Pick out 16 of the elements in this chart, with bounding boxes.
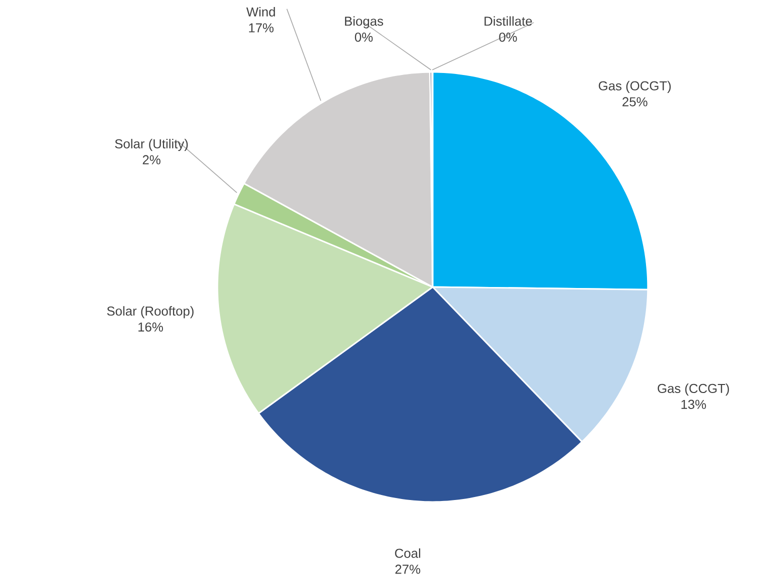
data-label: 25% xyxy=(622,97,648,106)
slice-label: Coal xyxy=(395,548,420,558)
data-label: 13% xyxy=(681,400,706,409)
slice-label: Gas (CCGT) xyxy=(658,383,729,396)
data-label: 27% xyxy=(395,564,420,574)
slice-label: Wind xyxy=(246,6,275,16)
data-label: 0% xyxy=(354,32,373,42)
data-label: 2% xyxy=(142,155,160,164)
slice-label: Solar (Utility) xyxy=(115,138,188,151)
data-label: 0% xyxy=(499,32,517,42)
data-label: 17% xyxy=(249,23,274,32)
slice-label: Distillate xyxy=(484,16,532,26)
slice-label: Solar (Rooftop) xyxy=(107,306,194,318)
data-label: 16% xyxy=(138,322,163,332)
slice-label: Gas (OCGT) xyxy=(598,80,671,93)
slice-label: Biogas xyxy=(345,16,384,28)
